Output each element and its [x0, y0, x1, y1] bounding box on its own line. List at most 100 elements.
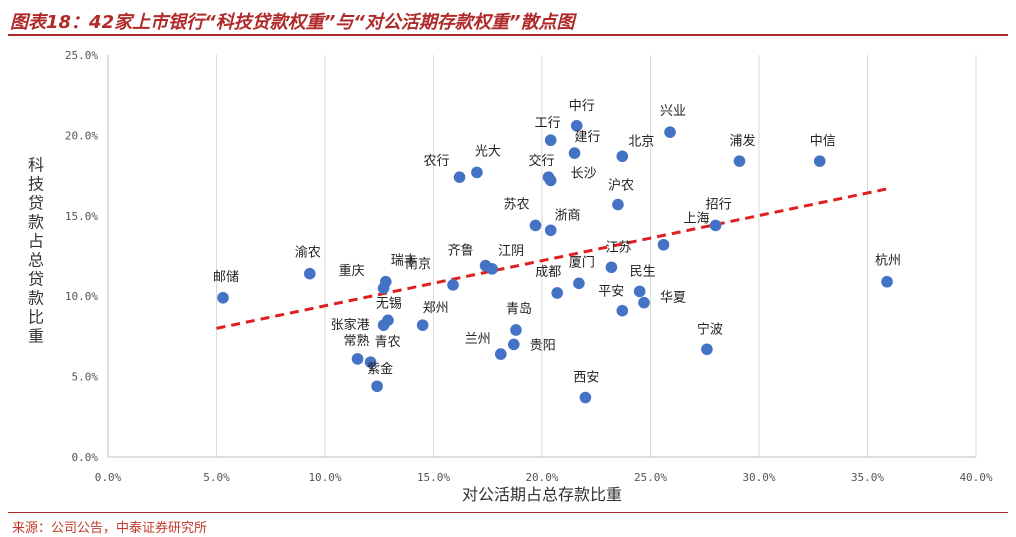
x-tick-label: 40.0%	[959, 471, 992, 484]
point-label: 交行	[529, 153, 555, 169]
data-point	[881, 275, 893, 288]
chart-title: 图表18：42家上市银行“科技贷款权重”与“对公活期存款权重”散点图	[10, 12, 575, 33]
data-point	[633, 285, 646, 298]
data-point	[217, 292, 229, 304]
point-label: 贵阳	[530, 338, 556, 353]
data-point	[573, 277, 585, 290]
data-point	[551, 287, 563, 299]
data-point	[638, 296, 650, 309]
data-point	[416, 319, 429, 331]
data-point	[447, 279, 459, 291]
point-label: 民生	[630, 264, 656, 279]
data-point	[471, 166, 483, 179]
point-label: 青农	[375, 335, 401, 350]
y-axis-label: 科技贷款占总贷款比重	[28, 156, 44, 346]
point-label: 兰州	[465, 332, 491, 347]
point-label: 北京	[628, 134, 654, 149]
data-point	[570, 119, 583, 132]
data-point	[701, 343, 713, 356]
point-label: 杭州	[875, 254, 901, 269]
x-tick-label: 25.0%	[634, 471, 667, 484]
point-label: 中信	[810, 134, 836, 149]
point-label: 常熟	[344, 333, 370, 349]
data-point	[507, 338, 520, 351]
data-point	[377, 282, 390, 294]
point-label: 沪农	[608, 178, 634, 194]
data-point	[616, 150, 629, 163]
y-tick-label: 15.0%	[65, 210, 98, 223]
data-point	[351, 353, 364, 365]
data-point	[371, 380, 383, 393]
point-label: 瑞丰	[391, 254, 417, 269]
x-axis-label: 对公活期占总存款比重	[462, 485, 622, 504]
point-label: 青岛	[506, 301, 532, 317]
source-note: 来源：公司公告，中泰证券研究所	[12, 521, 208, 536]
point-label: 邮储	[213, 270, 239, 285]
point-label: 建行	[575, 130, 601, 145]
x-tick-label: 30.0%	[742, 471, 775, 484]
point-label: 宁波	[697, 321, 723, 337]
point-label: 华夏	[660, 291, 686, 306]
point-label: 工行	[535, 116, 561, 131]
data-point	[605, 261, 618, 274]
data-point	[568, 147, 581, 159]
point-label: 紫金	[367, 361, 393, 377]
point-label: 浦发	[729, 133, 755, 149]
point-label: 重庆	[339, 263, 365, 279]
data-point	[486, 263, 498, 275]
data-point	[453, 171, 466, 184]
point-label: 成都	[535, 265, 561, 280]
data-point	[612, 198, 624, 211]
point-label: 江阴	[498, 244, 524, 259]
point-label: 长沙	[571, 166, 597, 181]
data-point	[657, 238, 670, 251]
x-tick-label: 20.0%	[525, 471, 558, 484]
point-label: 中行	[569, 99, 595, 114]
y-tick-label: 20.0%	[65, 129, 98, 142]
point-label: 南京	[405, 256, 431, 272]
x-tick-label: 5.0%	[203, 471, 230, 484]
point-label: 齐鲁	[448, 243, 474, 259]
point-label: 厦门	[569, 255, 595, 270]
trend-line	[216, 186, 890, 330]
data-point	[579, 391, 592, 404]
point-label: 苏农	[503, 196, 529, 212]
source-bar: 来源：公司公告，中泰证券研究所	[8, 512, 1008, 536]
x-tick-label: 0.0%	[95, 471, 122, 484]
y-tick-label: 25.0%	[65, 49, 98, 62]
x-tick-label: 10.0%	[308, 471, 341, 484]
point-label: 西安	[573, 371, 599, 386]
point-label: 无锡	[376, 296, 402, 311]
x-tick-label: 35.0%	[851, 471, 884, 484]
data-point	[529, 219, 542, 232]
data-point	[544, 224, 557, 237]
x-tick-label: 15.0%	[417, 471, 450, 484]
point-label: 渝农	[295, 245, 321, 261]
data-point	[813, 155, 826, 167]
y-tick-label: 0.0%	[72, 451, 99, 464]
data-point	[733, 155, 746, 167]
y-tick-label: 5.0%	[72, 371, 99, 384]
data-point	[544, 134, 557, 147]
data-point	[709, 219, 722, 232]
point-label: 上海	[684, 212, 710, 227]
point-label: 光大	[475, 144, 501, 159]
point-label: 兴业	[660, 104, 686, 119]
point-label: 张家港	[331, 317, 370, 333]
data-point	[364, 356, 377, 368]
data-point	[664, 126, 676, 138]
data-point	[377, 319, 390, 331]
title-bar: 图表18：42家上市银行“科技贷款权重”与“对公活期存款权重”散点图	[8, 4, 1008, 36]
point-label: 农行	[424, 154, 450, 169]
point-label: 郑州	[423, 301, 449, 316]
data-point	[544, 174, 557, 187]
data-point	[616, 304, 629, 317]
y-tick-label: 10.0%	[65, 290, 98, 303]
point-label: 江苏	[605, 239, 631, 255]
point-label: 招行	[706, 197, 732, 212]
data-point	[510, 324, 522, 336]
data-point	[304, 267, 316, 280]
point-label: 平安	[598, 285, 624, 300]
data-point	[494, 348, 507, 360]
